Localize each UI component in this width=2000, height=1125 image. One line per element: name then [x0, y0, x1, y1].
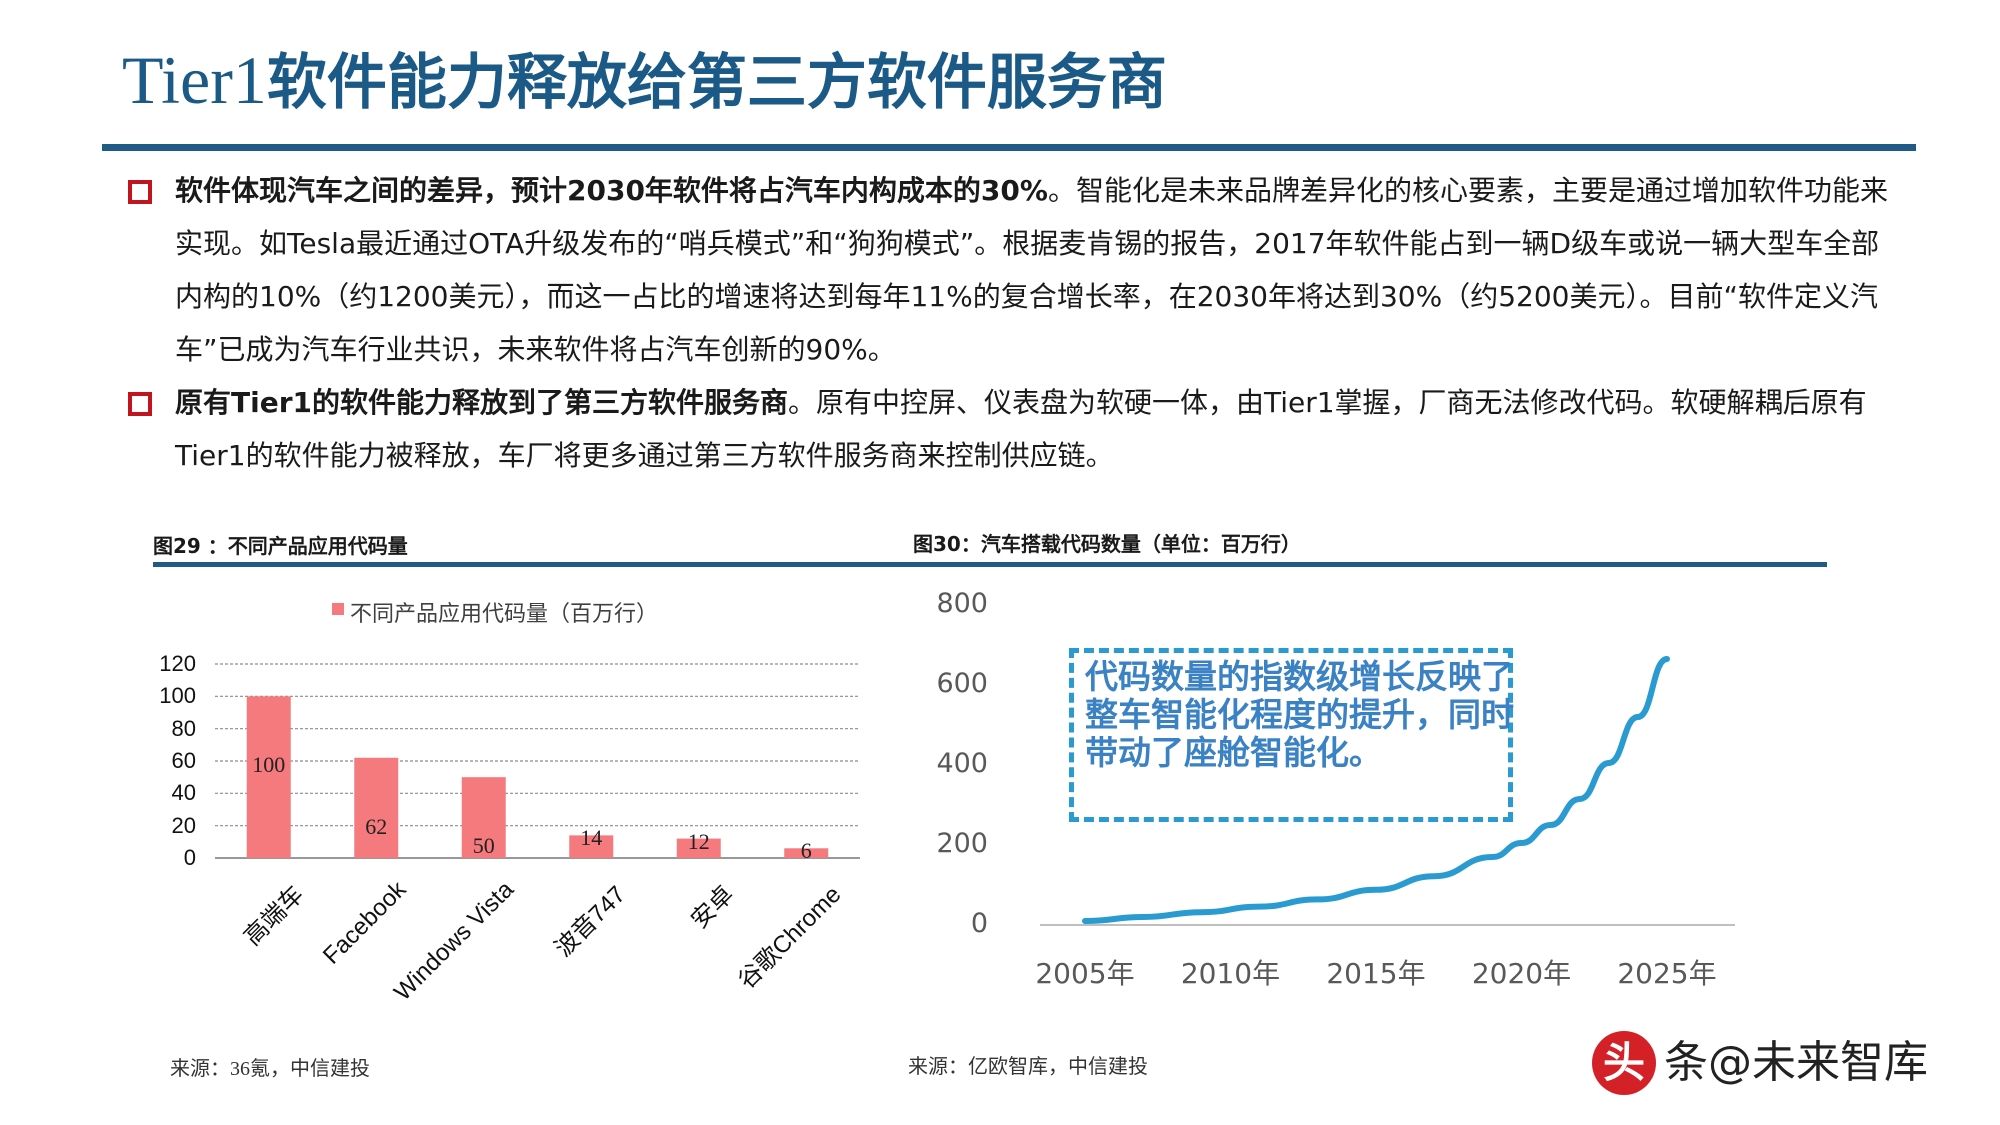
- figure-source: 来源：亿欧智库，中信建投: [908, 1056, 1148, 1078]
- bar-value-label: 50: [472, 833, 495, 859]
- watermark-text: 条@未来智库: [1664, 1037, 1928, 1088]
- y-tick-label: 20: [171, 812, 196, 838]
- bar-value-label: 14: [580, 825, 603, 851]
- bullet-marker: [128, 392, 152, 416]
- y-tick-label: 80: [171, 715, 196, 741]
- figure-caption: 图30：汽车搭载代码数量（单位：百万行）: [913, 532, 1301, 556]
- y-tick-label: 0: [970, 908, 988, 939]
- y-tick-label: 0: [183, 845, 196, 870]
- y-tick-label: 40: [171, 780, 196, 806]
- slide-title: Tier1软件能力释放给第三方软件服务商: [122, 40, 1167, 120]
- bullet-bold-lead: 原有Tier1的软件能力释放到了第三方软件服务商: [175, 386, 788, 419]
- figure-source: 来源：36氪，中信建投: [170, 1058, 370, 1080]
- title-latin: Tier1: [122, 42, 267, 118]
- x-tick-label: 2010年: [1180, 957, 1281, 990]
- x-tick-label: 2005年: [1035, 957, 1135, 990]
- figure-caption: 图29 ：不同产品应用代码量: [153, 534, 408, 558]
- caption-divider: [153, 562, 1827, 567]
- line-plot-area: [1040, 656, 1735, 926]
- callout-text: 代码数量的指数级增长反映了整车智能化程度的提升，同时带动了座舱智能化。: [1085, 657, 1514, 772]
- bullet-paragraph: 软件体现汽车之间的差异，预计2030年软件将占汽车内构成本的30%。智能化是未来…: [175, 164, 1895, 376]
- bar-value-label: 62: [365, 813, 388, 839]
- bar: [461, 777, 506, 858]
- y-tick-label: 800: [936, 588, 988, 619]
- y-tick-label: 100: [159, 683, 196, 709]
- bar: [676, 838, 721, 858]
- x-tick-label: 2020年: [1471, 957, 1572, 990]
- y-tick-label: 60: [171, 748, 196, 773]
- title-cjk: 软件能力释放给第三方软件服务商: [266, 48, 1167, 118]
- bar: [784, 848, 829, 858]
- legend-swatch: [332, 603, 344, 615]
- bar-value-label: 100: [252, 752, 286, 778]
- bullet-body: 。智能化是未来品牌差异化的核心要素，主要是通过增加软件功能来实现。如Tesla最…: [175, 174, 1888, 366]
- y-tick-label: 400: [936, 748, 988, 779]
- bullet-marker: [128, 180, 152, 204]
- chart-legend: 不同产品应用代码量（百万行）: [350, 601, 659, 626]
- callout-box: [1069, 648, 1513, 822]
- bar-value-label: 6: [800, 838, 812, 864]
- y-tick-label: 600: [936, 668, 988, 699]
- title-divider: [102, 144, 1916, 151]
- x-tick-label: 2025年: [1617, 957, 1717, 990]
- watermark-logo: 头: [1592, 1031, 1656, 1095]
- bar-plot-area: [215, 663, 860, 859]
- y-tick-label: 120: [159, 651, 196, 676]
- bar: [246, 696, 291, 858]
- bar: [354, 757, 399, 858]
- x-tick-label: 2015年: [1326, 957, 1426, 990]
- bullet-paragraph: 原有Tier1的软件能力释放到了第三方软件服务商。原有中控屏、仪表盘为软硬一体，…: [175, 376, 1895, 482]
- bar: [569, 835, 614, 858]
- bar-value-label: 12: [687, 828, 710, 854]
- series-line: [1082, 656, 1670, 924]
- bullet-body: 。原有中控屏、仪表盘为软硬一体，由Tier1掌握，厂商无法修改代码。软硬解耦后原…: [175, 386, 1867, 472]
- bullet-bold-lead: 软件体现汽车之间的差异，预计2030年软件将占汽车内构成本的30%: [175, 174, 1048, 207]
- y-tick-label: 200: [936, 828, 988, 859]
